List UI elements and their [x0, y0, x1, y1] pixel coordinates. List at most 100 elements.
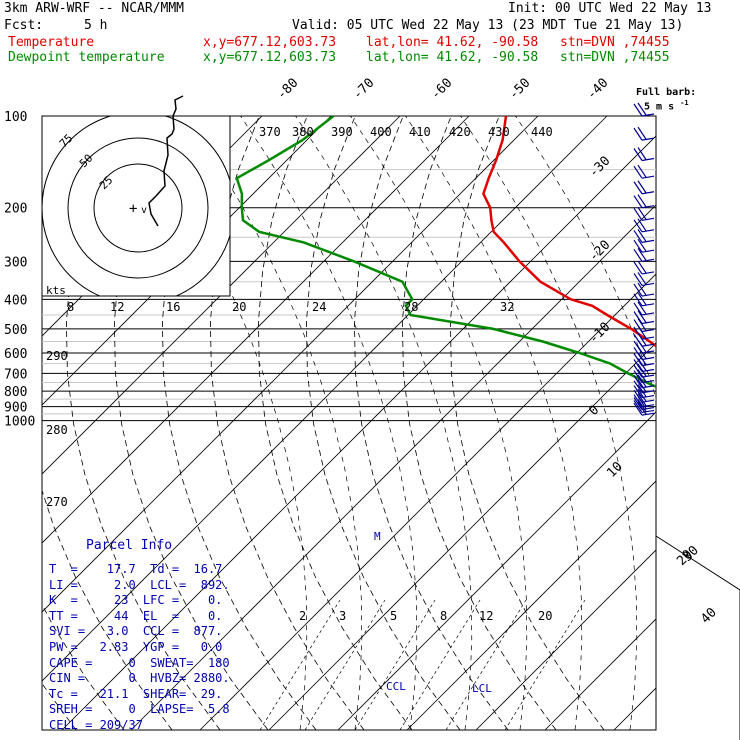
mixing-ratio-label: 32 — [500, 300, 514, 314]
melting-level-marker: M — [374, 530, 381, 543]
wind-barb — [633, 282, 655, 297]
barb-flag — [637, 218, 647, 232]
mixing-ratio-line — [259, 599, 341, 730]
mixing-ratio-label: 3 — [339, 609, 346, 623]
barb-flag — [633, 103, 643, 117]
parcel-info-row: SVI = 3.0 CCL = 877. — [49, 624, 223, 639]
parcel-info-row: SREH = 0 LAPSE= 5.8 — [49, 702, 230, 717]
barb-flag — [633, 230, 643, 243]
dry-adiabat — [209, 117, 365, 730]
barb-flag — [637, 194, 647, 208]
barb-flag — [633, 261, 643, 275]
barb-staff — [641, 412, 655, 416]
temperature-xy: x,y=677.12,603.73 — [203, 35, 337, 50]
wind-barb — [633, 379, 655, 394]
parcel-info-row: LI = 2.0 LCL = 892. — [49, 577, 230, 592]
dry-adiabat — [42, 117, 173, 730]
dry-adiabat — [401, 117, 557, 730]
wind-barb — [633, 206, 655, 221]
barb-flag — [637, 292, 647, 306]
barb-flag — [637, 358, 647, 371]
wind-barb — [633, 272, 655, 287]
theta-e-label: 440 — [531, 125, 553, 139]
barb-flag — [633, 380, 643, 394]
wind-barb — [633, 102, 655, 117]
temperature-legend-label: Temperature — [8, 35, 95, 50]
parcel-info-row: PW = 2.83 YGP = 0.0 — [49, 640, 223, 654]
barb-staff — [641, 320, 655, 325]
dry-adiabat — [42, 603, 125, 730]
barb-flag — [637, 325, 647, 339]
wind-barb — [633, 147, 655, 162]
barb-flag — [637, 379, 647, 393]
barb-flag — [637, 384, 647, 397]
theta-e-label: 380 — [292, 125, 314, 139]
dewpoint-trace — [235, 116, 656, 389]
barb-flag — [633, 127, 643, 141]
barb-flag — [633, 385, 643, 398]
barb-flag — [637, 374, 647, 388]
isotherm-label: -80 — [274, 76, 301, 103]
isotherm — [544, 618, 656, 730]
isotherm — [42, 116, 608, 682]
theta-label: 270 — [46, 495, 68, 509]
mixing-ratio-label: 12 — [479, 609, 493, 623]
barb-flag — [633, 353, 643, 366]
pressure-label-200: 200 — [4, 202, 27, 217]
barb-flag — [633, 207, 643, 221]
barb-legend-title: Full barb: — [636, 87, 697, 98]
moist-adiabat — [350, 116, 528, 730]
mixing-ratio-label: 8 — [440, 609, 447, 623]
barb-flag — [633, 293, 643, 307]
wind-barb — [633, 369, 655, 384]
theta-e-label: 370 — [259, 125, 281, 139]
hodograph-units: kts — [46, 284, 66, 297]
dry-adiabat — [257, 117, 413, 730]
mixing-ratio-label: 20 — [232, 300, 246, 314]
barb-flag — [633, 375, 643, 389]
isotherm — [130, 204, 656, 730]
mixing-ratio-label: 12 — [110, 300, 124, 314]
barb-staff — [641, 368, 655, 373]
wind-barb — [633, 180, 655, 195]
isotherm — [42, 116, 539, 613]
barb-flag — [637, 180, 647, 194]
wind-barbs — [633, 102, 655, 416]
wind-barb — [633, 229, 655, 243]
moist-adiabat — [460, 116, 638, 730]
isotherm-label: -10 — [586, 320, 613, 347]
wind-barb — [633, 292, 655, 307]
barb-flag — [637, 332, 647, 346]
wind-barb — [633, 363, 655, 378]
wind-barb — [633, 218, 655, 233]
hodograph-ring — [93, 163, 183, 253]
barb-flag — [637, 247, 647, 261]
barb-staff — [641, 175, 655, 179]
mixing-ratio-label: 20 — [538, 609, 552, 623]
dry-adiabat — [305, 117, 461, 730]
barb-flag — [637, 164, 647, 178]
parcel-info-row: TT = 44 EL = 0. — [49, 608, 223, 623]
dry-adiabat — [449, 117, 605, 730]
temperature-trace — [482, 116, 656, 348]
wind-barb — [633, 301, 655, 316]
barb-flag — [637, 272, 647, 285]
mixing-ratio-line — [445, 599, 527, 730]
wind-barb — [633, 238, 655, 253]
barb-flag — [637, 393, 647, 406]
wind-barb — [633, 194, 655, 209]
dewpoint-legend-label: Dewpoint temperature — [8, 50, 165, 65]
theta-e-label: 400 — [370, 125, 392, 139]
barb-flag — [637, 301, 647, 315]
mixing-ratio-label: 16 — [166, 300, 180, 314]
model-title: 3km ARW-WRF -- NCAR/MMM — [4, 1, 185, 16]
barb-staff — [641, 239, 655, 243]
dewpoint-station: stn=DVN ,74455 — [560, 50, 670, 65]
theta-e-label: 390 — [331, 125, 353, 139]
parcel-info-row: CAPE = 0 SWEAT= 180 — [49, 655, 230, 670]
forecast-hour: 5 h — [84, 18, 108, 33]
moist-adiabat — [405, 116, 583, 730]
barb-staff — [641, 229, 655, 233]
pressure-label-500: 500 — [4, 323, 27, 338]
barb-staff — [641, 157, 655, 162]
